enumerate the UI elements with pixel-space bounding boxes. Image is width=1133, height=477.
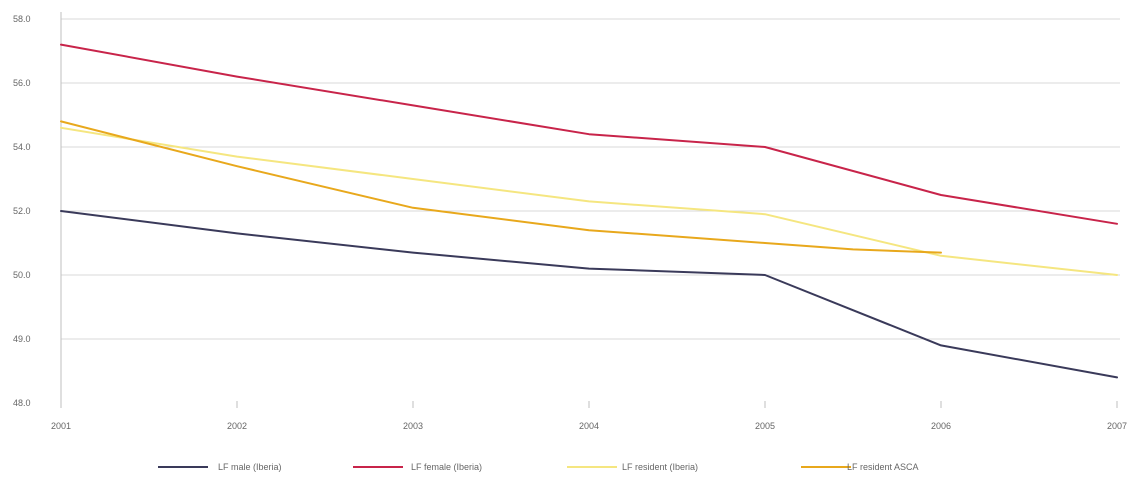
series-line-2 <box>60 126 1118 276</box>
y-tick-label: 58.0 <box>13 14 31 24</box>
legend-label: LF female (Iberia) <box>411 462 482 472</box>
legend-label: LF resident ASCA <box>847 462 919 472</box>
y-tick-label: 50.0 <box>13 270 31 280</box>
y-tick-label: 49.0 <box>13 334 31 344</box>
legend-label: LF resident (Iberia) <box>622 462 698 472</box>
y-tick-label: 48.0 <box>13 398 31 408</box>
x-tick-label: 2002 <box>227 421 247 431</box>
x-tick-label: 2003 <box>403 421 423 431</box>
x-tick-label: 2004 <box>579 421 599 431</box>
y-tick-label: 52.0 <box>13 206 31 216</box>
series-line-1 <box>60 43 1118 225</box>
x-tick-label: 2006 <box>931 421 951 431</box>
x-tick-label: 2001 <box>51 421 71 431</box>
legend-label: LF male (Iberia) <box>218 462 282 472</box>
series-layer <box>60 43 1118 379</box>
y-tick-label: 56.0 <box>13 78 31 88</box>
legend: LF male (Iberia) LF female (Iberia) LF res… <box>158 462 919 472</box>
axis-layer: 48.0 49.0 50.0 52.0 54.0 56.0 58.0 2001 2002 2003… <box>13 12 1127 431</box>
x-tick-label: 2005 <box>755 421 775 431</box>
series-line-0 <box>60 210 1118 379</box>
x-tick-label: 2007 <box>1107 421 1127 431</box>
series-line-3 <box>60 120 942 254</box>
y-tick-label: 54.0 <box>13 142 31 152</box>
grid-layer <box>61 18 1120 340</box>
